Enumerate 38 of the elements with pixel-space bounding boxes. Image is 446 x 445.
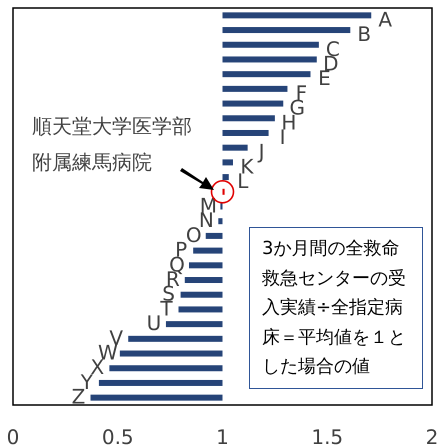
bar	[206, 232, 222, 239]
bar	[222, 115, 275, 122]
x-tick-label: 0.5	[102, 425, 134, 445]
bar	[222, 71, 310, 78]
annotation: 順天堂大学医学部附属練馬病院	[32, 113, 193, 176]
x-tick-label: 0	[6, 425, 20, 445]
bar	[222, 42, 319, 48]
y-tick-label: U	[146, 311, 162, 336]
bar	[98, 380, 222, 386]
bar	[218, 218, 222, 224]
bar	[222, 100, 284, 107]
y-tick-label: A	[378, 7, 392, 32]
y-tick-label: O	[186, 222, 202, 247]
bar	[222, 12, 372, 18]
bar	[184, 277, 222, 284]
x-tick-label: 2	[426, 425, 438, 445]
bar	[222, 27, 350, 34]
bar	[178, 306, 222, 312]
bar	[128, 336, 222, 342]
x-tick-label: 1.5	[311, 425, 344, 445]
bar	[222, 144, 248, 151]
bar	[90, 394, 222, 401]
bar	[222, 174, 229, 180]
y-tick-label: B	[357, 22, 372, 46]
bar	[188, 262, 222, 268]
bar	[222, 159, 233, 166]
bar	[222, 56, 317, 62]
y-tick-label: Z	[72, 384, 86, 409]
bar	[166, 321, 222, 328]
x-tick-label: 1	[216, 425, 229, 445]
annotation: 3か月間の全救命救急センターの受入実績÷全指定病床＝平均値を１とした場合の値	[249, 227, 423, 388]
y-tick-label: J	[256, 140, 265, 164]
bar	[193, 248, 222, 254]
bar	[109, 365, 222, 372]
bar	[180, 292, 222, 298]
bar	[222, 130, 269, 136]
bar	[120, 350, 222, 357]
bar	[222, 86, 288, 92]
